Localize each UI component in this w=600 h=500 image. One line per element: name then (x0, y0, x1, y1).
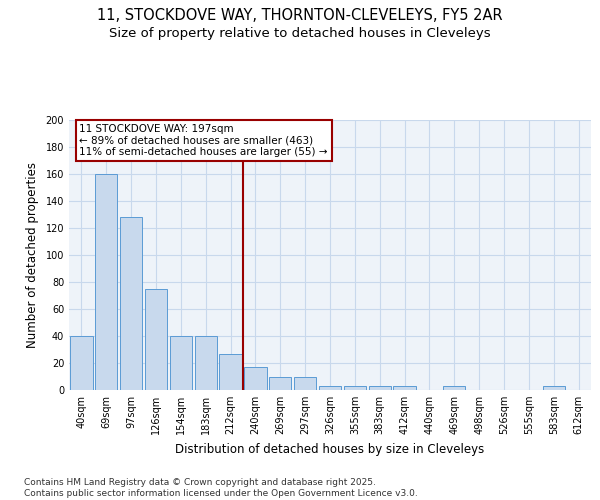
Bar (294, 376, 316, 390)
Text: Contains HM Land Registry data © Crown copyright and database right 2025.
Contai: Contains HM Land Registry data © Crown c… (24, 478, 418, 498)
X-axis label: Distribution of detached houses by size in Cleveleys: Distribution of detached houses by size … (175, 442, 485, 456)
Bar (443, 386, 466, 390)
Bar (194, 336, 217, 390)
Bar (244, 367, 266, 390)
Text: 11, STOCKDOVE WAY, THORNTON-CLEVELEYS, FY5 2AR: 11, STOCKDOVE WAY, THORNTON-CLEVELEYS, F… (97, 8, 503, 22)
Bar (368, 386, 391, 390)
Text: 11 STOCKDOVE WAY: 197sqm
← 89% of detached houses are smaller (463)
11% of semi-: 11 STOCKDOVE WAY: 197sqm ← 89% of detach… (79, 124, 328, 157)
Bar (120, 217, 142, 390)
Bar (269, 376, 292, 390)
Bar (145, 289, 167, 390)
Bar (220, 354, 242, 390)
Bar (170, 336, 192, 390)
Bar (542, 386, 565, 390)
Bar (344, 386, 366, 390)
Bar (319, 386, 341, 390)
Bar (394, 386, 416, 390)
Text: Size of property relative to detached houses in Cleveleys: Size of property relative to detached ho… (109, 28, 491, 40)
Bar (95, 174, 118, 390)
Bar (70, 336, 92, 390)
Y-axis label: Number of detached properties: Number of detached properties (26, 162, 38, 348)
